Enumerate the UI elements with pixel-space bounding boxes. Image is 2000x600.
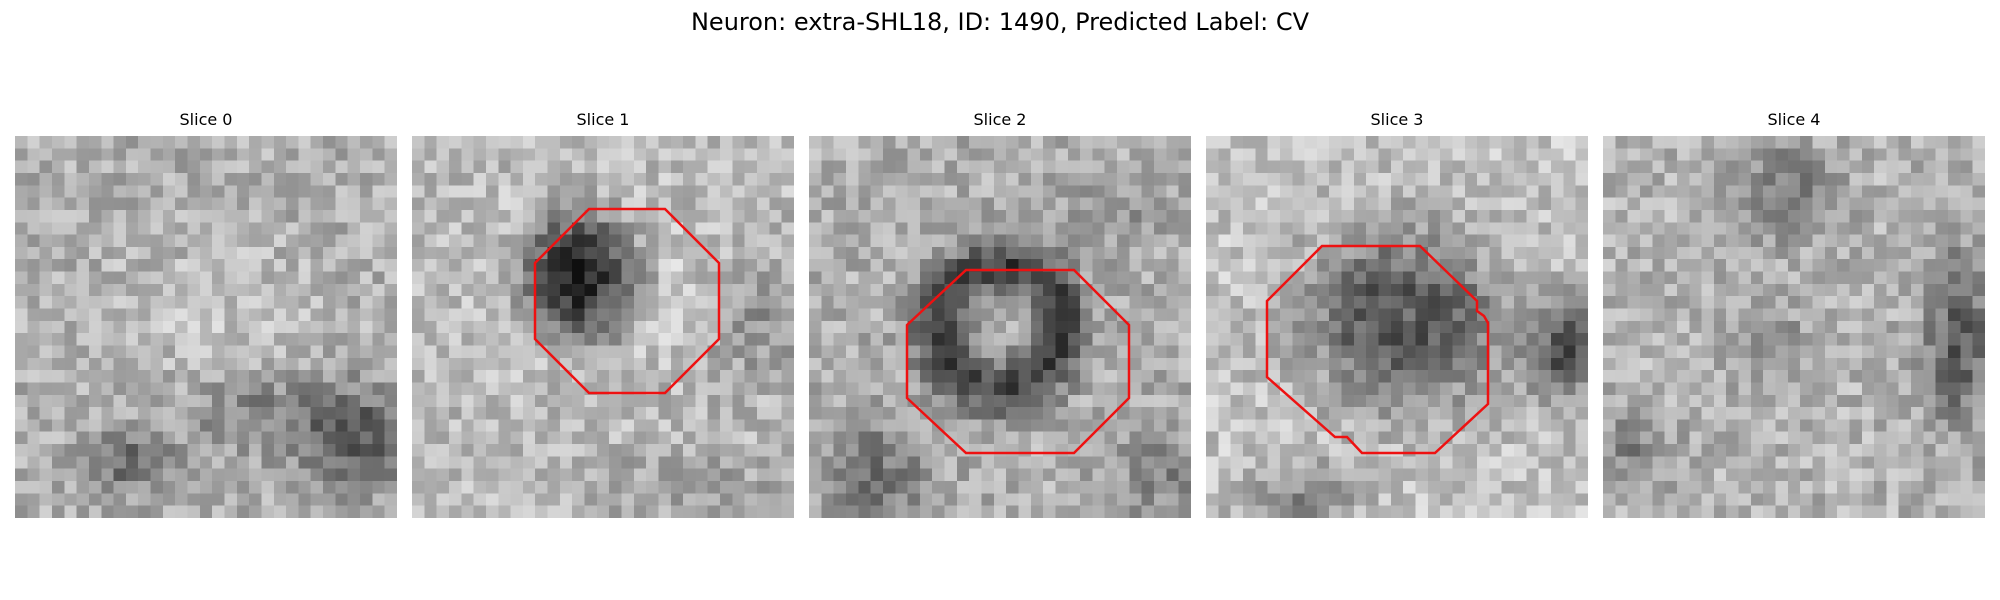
- slice-image-pixels: [412, 136, 794, 518]
- slice-image: [15, 136, 397, 518]
- roi-outline-layer: [533, 207, 721, 395]
- slice-panel-1: Slice 1: [412, 108, 794, 518]
- slice-image-pixels: [809, 136, 1191, 518]
- slice-image: [809, 136, 1191, 518]
- slice-title: Slice 3: [1370, 110, 1424, 129]
- slice-image-pixels: [1603, 136, 1985, 518]
- slice-title: Slice 4: [1767, 110, 1821, 129]
- figure-title: Neuron: extra-SHL18, ID: 1490, Predicted…: [690, 8, 1310, 36]
- slice-image-pixels: [1206, 136, 1588, 518]
- slice-image: [1603, 136, 1985, 518]
- slice-image-pixels: [15, 136, 397, 518]
- slice-panel-2: Slice 2: [809, 108, 1191, 518]
- roi-outline-layer: [1265, 244, 1490, 455]
- slice-image: [1206, 136, 1588, 518]
- slice-image: [412, 136, 794, 518]
- slice-panel-3: Slice 3: [1206, 108, 1588, 518]
- roi-outline-layer: [905, 268, 1131, 455]
- slice-panel-4: Slice 4: [1603, 108, 1985, 518]
- slice-title: Slice 1: [576, 110, 630, 129]
- roi-outline: [905, 268, 1131, 455]
- slice-panel-0: Slice 0: [15, 108, 397, 518]
- slice-title: Slice 0: [179, 110, 233, 129]
- roi-outline: [1265, 244, 1490, 455]
- slice-title: Slice 2: [973, 110, 1027, 129]
- roi-outline: [533, 207, 721, 395]
